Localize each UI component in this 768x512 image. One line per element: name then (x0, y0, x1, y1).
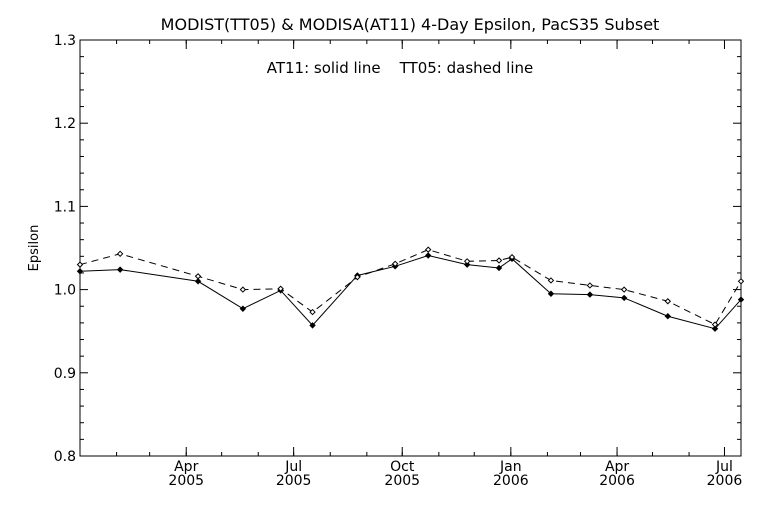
axes (79, 39, 742, 457)
data-point-tt05 (277, 285, 284, 292)
data-point-at11 (711, 325, 719, 332)
series-group (76, 246, 745, 332)
y-tick-label: 1.2 (54, 116, 76, 132)
x-tick-label-year: 2006 (707, 473, 743, 489)
data-point-at11 (737, 296, 745, 303)
x-axis-ticks: Apr2005Jul2005Oct2005Jan2006Apr2006Jul20… (79, 40, 743, 489)
data-point-tt05 (620, 286, 628, 293)
x-tick-label-month: Jan (499, 459, 522, 475)
x-tick-label-year: 2005 (384, 473, 420, 489)
data-point-at11 (547, 290, 555, 297)
legend-annotation: AT11: solid line TT05: dashed line (267, 59, 534, 77)
data-point-tt05 (711, 321, 719, 328)
x-tick-label-month: Oct (390, 459, 415, 475)
data-point-tt05 (495, 257, 503, 264)
x-tick-label-month: Apr (174, 459, 198, 475)
x-tick-label-month: Jul (284, 459, 302, 475)
data-point-at11 (424, 252, 432, 259)
x-tick-label-year: 2006 (493, 473, 529, 489)
data-point-at11 (76, 268, 84, 275)
data-point-tt05 (239, 286, 247, 293)
data-point-at11 (664, 313, 672, 320)
data-point-tt05 (391, 260, 399, 268)
x-tick-label-month: Jul (715, 459, 733, 475)
data-point-tt05 (424, 246, 432, 253)
data-point-tt05 (586, 282, 594, 289)
y-axis-label: Epsilon (27, 225, 42, 272)
data-point-at11 (495, 264, 503, 272)
y-axis-ticks: 0.8 0.9 1.0 1.1 1.2 1.3 (54, 33, 741, 465)
data-point-at11 (194, 278, 202, 285)
y-tick-label: 1.0 (54, 283, 76, 299)
data-point-at11 (463, 261, 471, 268)
data-point-tt05 (194, 273, 202, 280)
series-line-tt05 (79, 249, 742, 326)
data-point-tt05 (76, 261, 84, 268)
y-tick-label: 0.8 (54, 449, 76, 465)
data-point-tt05 (309, 308, 316, 316)
data-point-tt05 (737, 278, 745, 285)
data-point-tt05 (354, 273, 361, 281)
x-tick-label-year: 2005 (276, 473, 312, 489)
data-point-tt05 (508, 253, 516, 261)
data-point-at11 (116, 266, 124, 273)
x-tick-label-year: 2005 (168, 473, 204, 489)
chart-title: MODIST(TT05) & MODISA(AT11) 4-Day Epsilo… (161, 15, 660, 34)
data-point-at11 (309, 322, 316, 329)
x-tick-label-month: Apr (605, 459, 629, 475)
data-point-at11 (239, 305, 247, 312)
data-point-tt05 (463, 258, 471, 265)
y-tick-label: 0.9 (54, 366, 76, 382)
x-tick-label-year: 2006 (599, 473, 635, 489)
data-point-tt05 (664, 298, 672, 305)
series-line-at11 (79, 254, 742, 330)
plot-frame (79, 39, 742, 457)
data-point-tt05 (116, 250, 124, 258)
y-tick-label: 1.3 (54, 33, 76, 49)
data-point-tt05 (547, 277, 555, 284)
data-point-at11 (620, 294, 628, 302)
data-point-at11 (586, 291, 594, 298)
y-tick-label: 1.1 (54, 199, 76, 215)
